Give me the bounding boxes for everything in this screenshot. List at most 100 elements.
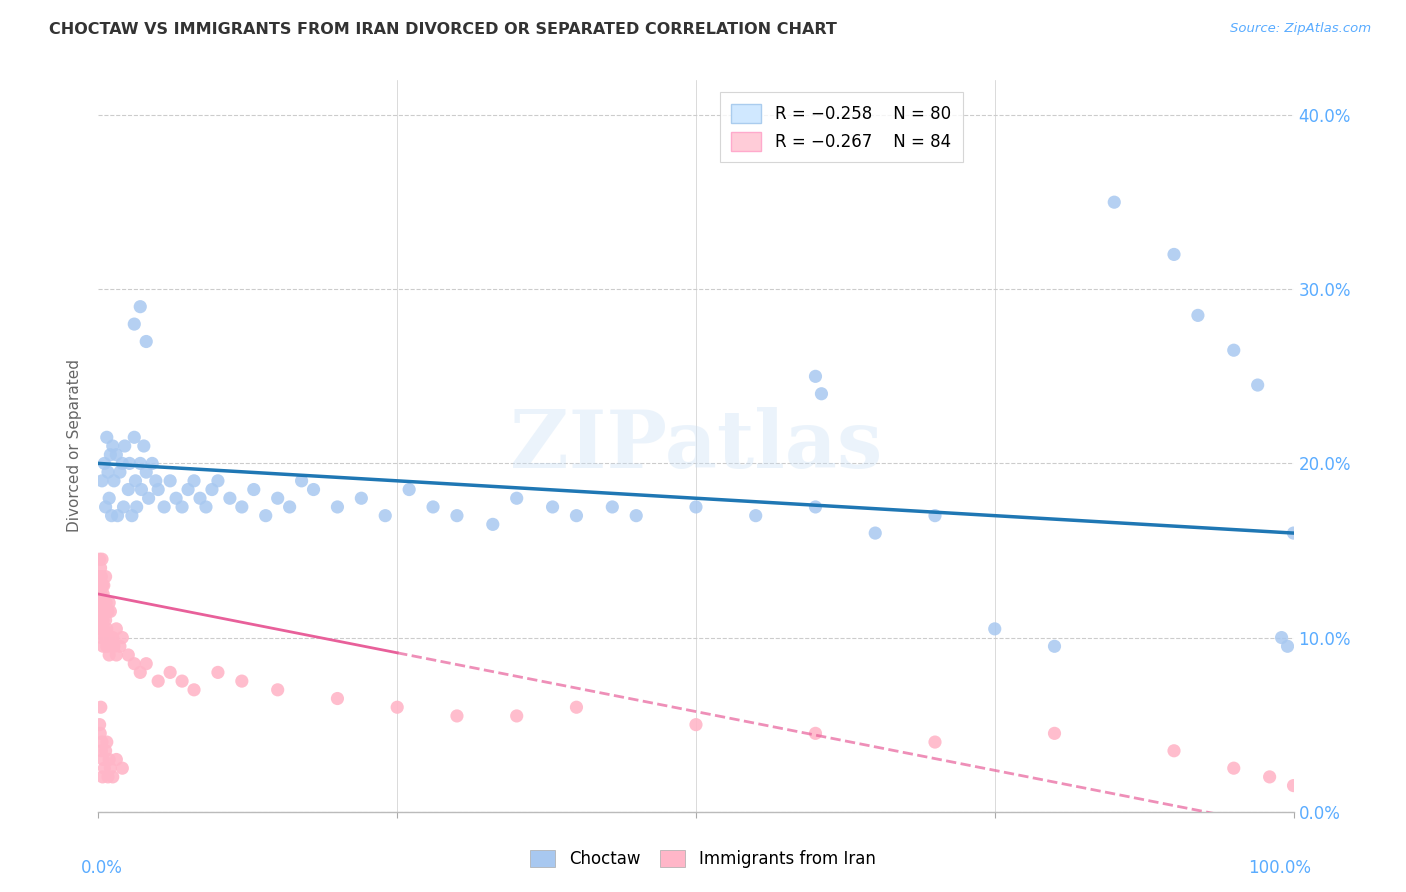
Point (135, 334, 157, 349)
Point (96, 735, 118, 749)
Point (108, 465, 131, 479)
Point (124, 474, 146, 488)
Point (94, 569, 117, 583)
Point (565, 508, 588, 523)
Point (89, 726, 111, 740)
Point (138, 491, 160, 506)
Point (91, 613, 114, 627)
Point (93, 596, 115, 610)
Point (117, 648, 139, 662)
Point (201, 483, 224, 497)
Point (98, 604, 122, 618)
Point (132, 439, 155, 453)
Point (398, 483, 420, 497)
Point (984, 622, 1007, 636)
Text: CHOCTAW VS IMMIGRANTS FROM IRAN DIVORCED OR SEPARATED CORRELATION CHART: CHOCTAW VS IMMIGRANTS FROM IRAN DIVORCED… (49, 22, 837, 37)
Point (94, 500, 117, 514)
Point (148, 674, 170, 689)
Point (924, 735, 946, 749)
Point (374, 508, 396, 523)
Point (165, 491, 187, 506)
Text: 0.0%: 0.0% (80, 859, 122, 877)
Point (129, 665, 152, 680)
Point (89, 552, 111, 566)
Point (810, 386, 832, 401)
Point (91, 474, 114, 488)
Point (145, 474, 167, 488)
Point (626, 508, 648, 523)
Point (100, 508, 122, 523)
Point (89, 613, 111, 627)
Point (1223, 761, 1246, 775)
Point (98, 648, 121, 662)
Point (90, 631, 112, 645)
Point (91, 735, 114, 749)
Point (90, 578, 112, 592)
Point (93, 604, 115, 618)
Point (97, 631, 120, 645)
Point (159, 665, 181, 680)
Point (124, 657, 146, 671)
Point (91, 770, 114, 784)
Point (118, 457, 141, 471)
Point (1043, 640, 1066, 654)
Text: ZIPatlas: ZIPatlas (510, 407, 882, 485)
Point (91, 596, 114, 610)
Point (125, 500, 148, 514)
Point (302, 483, 325, 497)
Point (135, 465, 157, 479)
Point (105, 752, 128, 766)
Point (1271, 631, 1294, 645)
Point (446, 709, 468, 723)
Point (326, 691, 349, 706)
Point (89, 569, 111, 583)
Point (506, 491, 529, 506)
Y-axis label: Divorced or Separated: Divorced or Separated (67, 359, 83, 533)
Point (96, 622, 118, 636)
Point (89, 596, 111, 610)
Point (1043, 726, 1066, 740)
Point (129, 457, 152, 471)
Point (91, 552, 114, 566)
Point (117, 483, 139, 497)
Point (112, 500, 135, 514)
Point (243, 483, 266, 497)
Point (105, 648, 128, 662)
Point (153, 500, 176, 514)
Point (685, 500, 707, 514)
Point (90, 587, 112, 601)
Point (254, 508, 277, 523)
Point (231, 500, 253, 514)
Point (385, 700, 409, 714)
Point (105, 448, 128, 462)
Point (804, 726, 827, 740)
Point (105, 622, 128, 636)
Point (350, 491, 373, 506)
Point (98, 752, 121, 766)
Point (90, 604, 112, 618)
Point (685, 717, 707, 731)
Point (114, 439, 136, 453)
Point (141, 457, 163, 471)
Point (94, 744, 117, 758)
Point (482, 517, 505, 532)
Point (278, 500, 301, 514)
Point (97, 604, 120, 618)
Point (422, 500, 444, 514)
Point (1223, 343, 1246, 358)
Point (103, 640, 125, 654)
Point (108, 640, 131, 654)
Point (111, 761, 134, 775)
Point (91, 578, 114, 592)
Point (100, 640, 122, 654)
Point (89, 596, 111, 610)
Point (177, 483, 200, 497)
Point (124, 430, 146, 444)
Point (90, 744, 112, 758)
Point (90, 569, 112, 583)
Point (804, 369, 827, 384)
Point (131, 483, 153, 497)
Point (159, 474, 181, 488)
Point (121, 508, 143, 523)
Point (91, 613, 114, 627)
